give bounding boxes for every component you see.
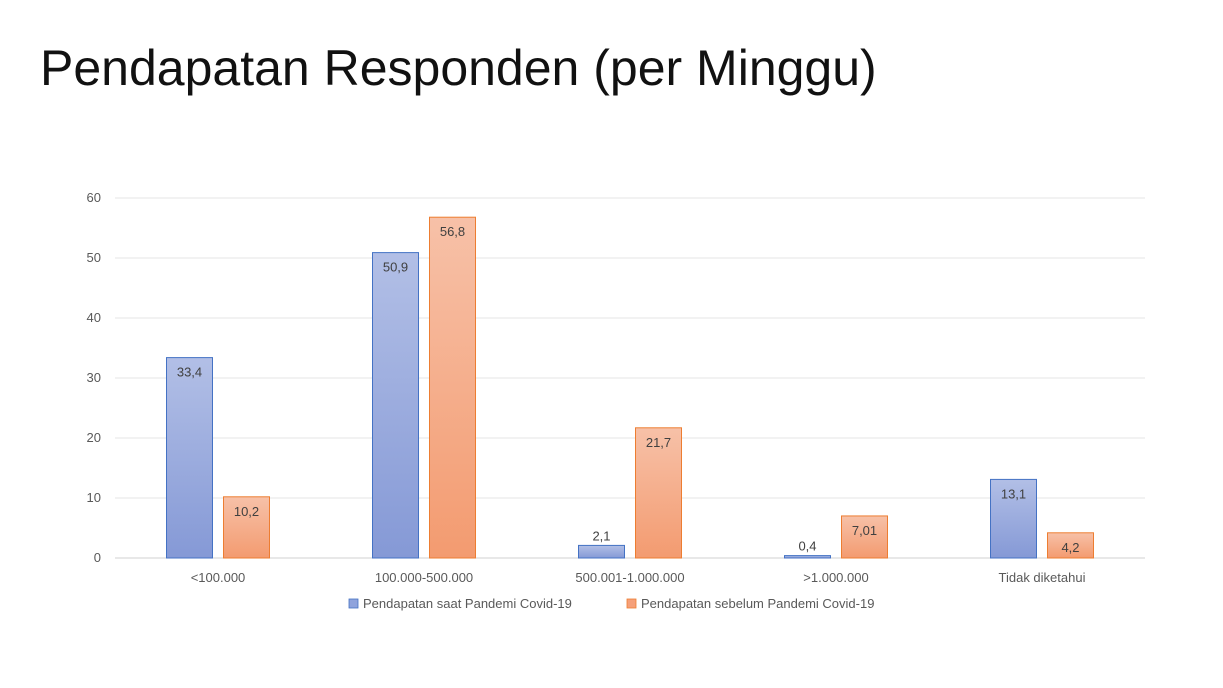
bar-saat-pandemi [166, 357, 213, 559]
bar-saat-pandemi [784, 555, 831, 559]
y-tick-label: 40 [87, 310, 101, 325]
data-label: 33,4 [177, 365, 202, 380]
y-tick-label: 60 [87, 190, 101, 205]
bars [166, 216, 1094, 559]
bar-sebelum-pandemi [1047, 532, 1094, 559]
bar-sebelum-pandemi [841, 515, 888, 559]
data-label: 2,1 [592, 528, 610, 543]
legend-label: Pendapatan saat Pandemi Covid-19 [363, 596, 572, 611]
bar-saat-pandemi [578, 544, 625, 559]
legend-swatch [348, 598, 359, 609]
data-label: 10,2 [234, 504, 259, 519]
bar-saat-pandemi [990, 478, 1037, 559]
bar-sebelum-pandemi [429, 216, 476, 559]
y-tick-label: 50 [87, 250, 101, 265]
legend-label: Pendapatan sebelum Pandemi Covid-19 [641, 596, 874, 611]
gridlines [115, 197, 1145, 559]
data-label: 4,2 [1061, 540, 1079, 555]
x-tick-label: Tidak diketahui [999, 570, 1086, 585]
legend: Pendapatan saat Pandemi Covid-19 Pendapat… [348, 596, 874, 611]
data-labels: 33,4 50,9 2,1 0,4 13,1 10,2 56,8 21,7 7,01 4,2 [177, 224, 1080, 555]
y-tick-label: 20 [87, 430, 101, 445]
data-label: 56,8 [440, 224, 465, 239]
y-tick-label: 10 [87, 490, 101, 505]
slide-title: Pendapatan Responden (per Minggu) [40, 40, 877, 96]
axis-labels: 0 10 20 30 40 50 60 <100.000 100.000-500.000 500.… [87, 190, 1086, 585]
data-label: 13,1 [1001, 486, 1026, 501]
x-tick-label: >1.000.000 [803, 570, 868, 585]
data-label: 21,7 [646, 435, 671, 450]
bar-saat-pandemi [372, 252, 419, 559]
legend-swatch [626, 598, 637, 609]
data-label: 0,4 [798, 539, 816, 554]
x-tick-label: 500.001-1.000.000 [575, 570, 684, 585]
y-tick-label: 30 [87, 370, 101, 385]
y-tick-label: 0 [94, 550, 101, 565]
data-label: 7,01 [852, 523, 877, 538]
bar-sebelum-pandemi [635, 427, 682, 559]
bar-sebelum-pandemi [223, 496, 270, 559]
x-tick-label: 100.000-500.000 [375, 570, 473, 585]
data-label: 50,9 [383, 260, 408, 275]
x-tick-label: <100.000 [191, 570, 246, 585]
